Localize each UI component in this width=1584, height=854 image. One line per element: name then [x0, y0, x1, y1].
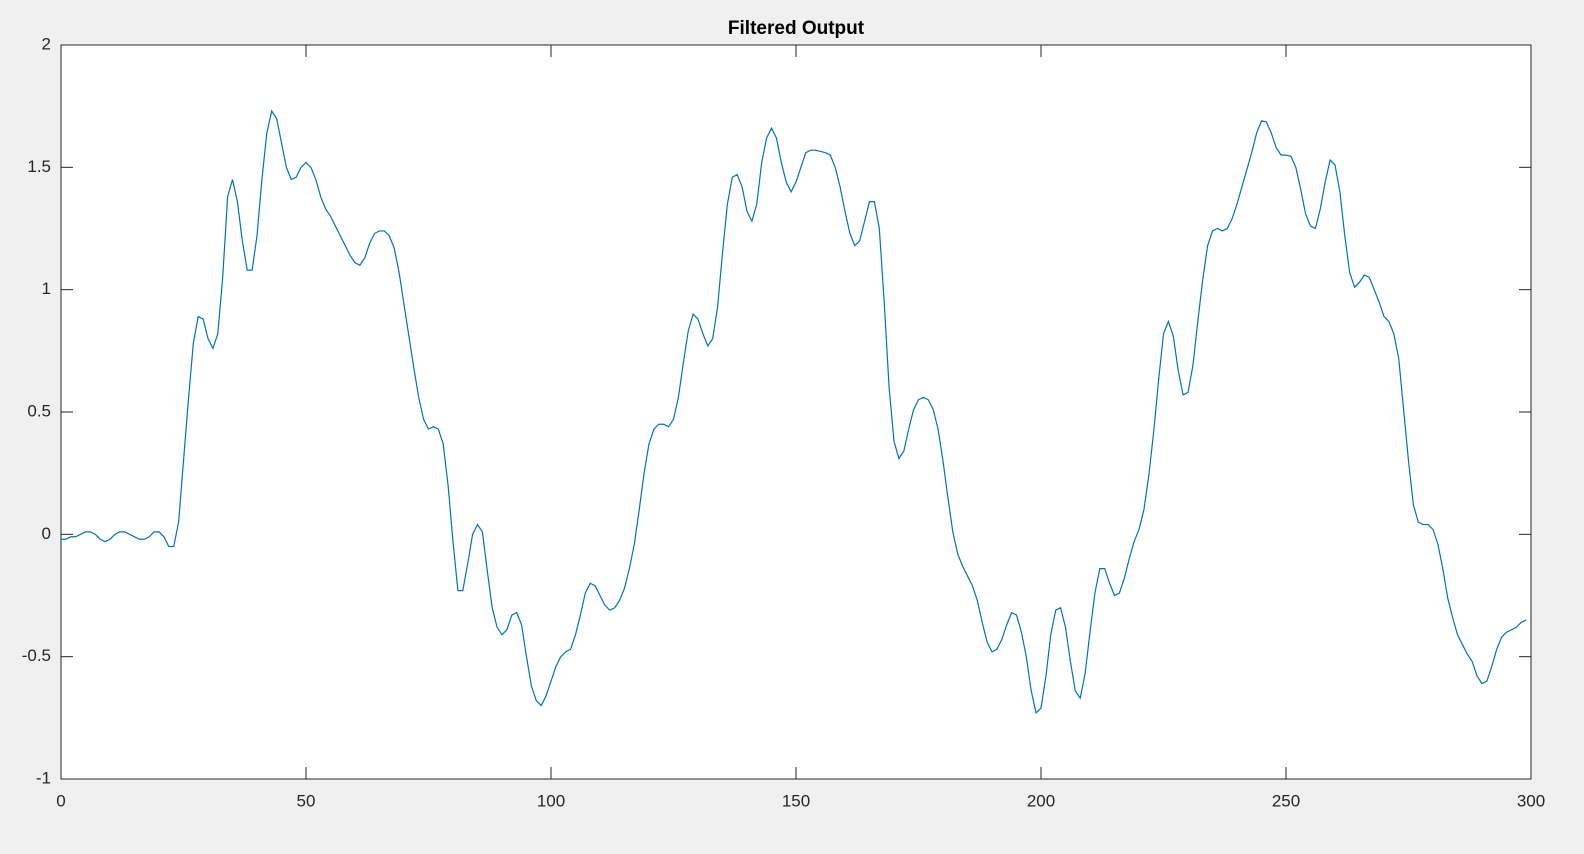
- y-tick-label: 1: [42, 279, 51, 298]
- plot-area: [60, 44, 1532, 780]
- chart-title: Filtered Output: [728, 18, 865, 39]
- x-tick-label: 50: [297, 791, 316, 810]
- x-tick-label: 250: [1272, 791, 1300, 810]
- y-tick-label: 0.5: [27, 401, 51, 420]
- y-tick-label: 1.5: [27, 157, 51, 176]
- y-tick-label: -0.5: [22, 646, 51, 665]
- x-tick-label: 200: [1027, 791, 1055, 810]
- x-tick-label: 0: [56, 791, 65, 810]
- y-tick-label: 2: [42, 34, 51, 53]
- y-tick-label: -1: [36, 768, 51, 787]
- x-tick-label: 150: [782, 791, 810, 810]
- line: [61, 109, 1527, 715]
- x-tick-label: 300: [1517, 791, 1545, 810]
- x-tick-label: 100: [537, 791, 565, 810]
- y-tick-label: 0: [42, 524, 51, 543]
